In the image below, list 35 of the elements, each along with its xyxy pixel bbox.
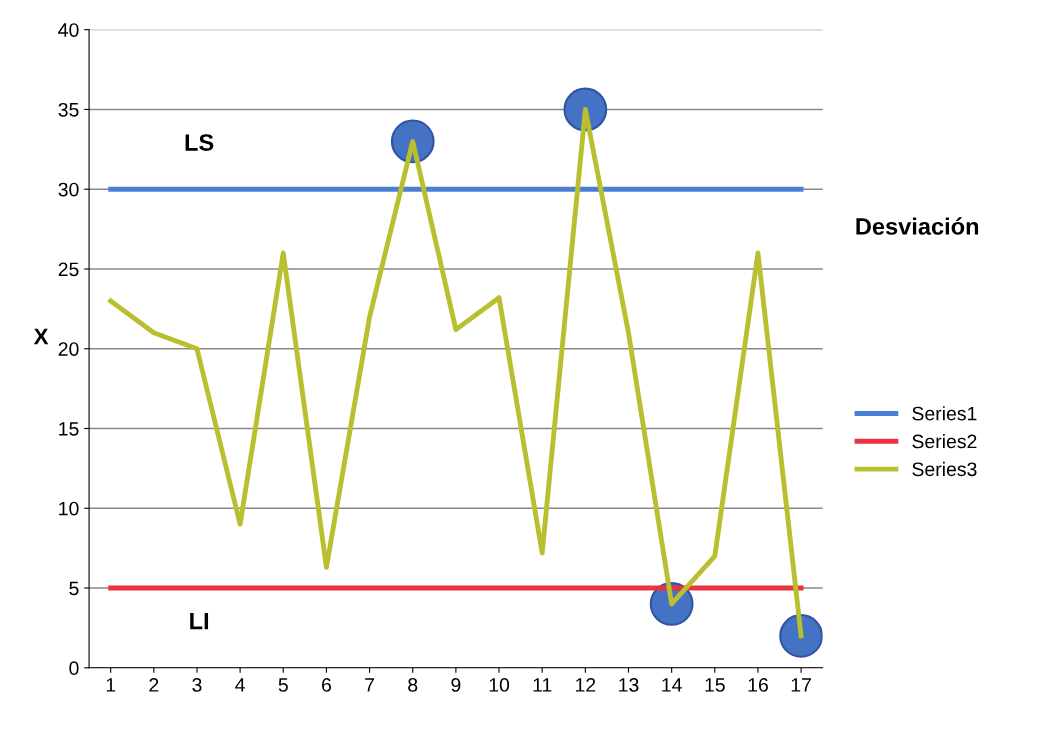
y-tick-label: 40 (58, 23, 79, 37)
line-series (108, 107, 804, 639)
x-tick-label: 11 (533, 678, 552, 692)
x-tick-label: 12 (576, 678, 596, 692)
annotation: LI (190, 612, 209, 630)
x-tick-label: 15 (705, 678, 725, 692)
x-tick-label: 6 (322, 678, 331, 692)
legend-label: Series3 (912, 461, 977, 477)
x-tick-label: 2 (149, 678, 159, 692)
x-tick-label: 4 (235, 678, 245, 692)
x-tick-label: 13 (619, 678, 639, 692)
y-tick-label: 0 (69, 661, 79, 676)
y-tick-label: 10 (59, 501, 79, 516)
point (779, 614, 823, 658)
x-tick-label: 14 (662, 678, 682, 692)
x-tick-label: 8 (408, 678, 418, 692)
legend-title: Desviación (856, 217, 979, 235)
y-tick-label: 25 (58, 262, 79, 277)
y-axis-title: X (33, 328, 49, 345)
x-tick-label: 3 (192, 678, 202, 692)
legend-label: Series1 (912, 406, 977, 421)
annotation: LS (185, 134, 214, 151)
legend-label: Series2 (912, 434, 977, 449)
y-tick-label: 5 (69, 581, 79, 596)
x-tick-label: 10 (489, 678, 510, 692)
x-tick-label: 17 (791, 678, 811, 692)
y-tick-label: 35 (58, 102, 79, 117)
y-tick-label: 15 (59, 422, 79, 436)
x-tick-label: 16 (748, 678, 768, 692)
y-tick-label: 20 (58, 342, 79, 356)
y-tick-label: 30 (58, 182, 79, 197)
x-tick-label: 7 (365, 678, 375, 692)
x-tick-label: 5 (278, 678, 288, 692)
x-tick-label: 1 (106, 678, 116, 692)
x-tick-label: 9 (451, 678, 461, 692)
